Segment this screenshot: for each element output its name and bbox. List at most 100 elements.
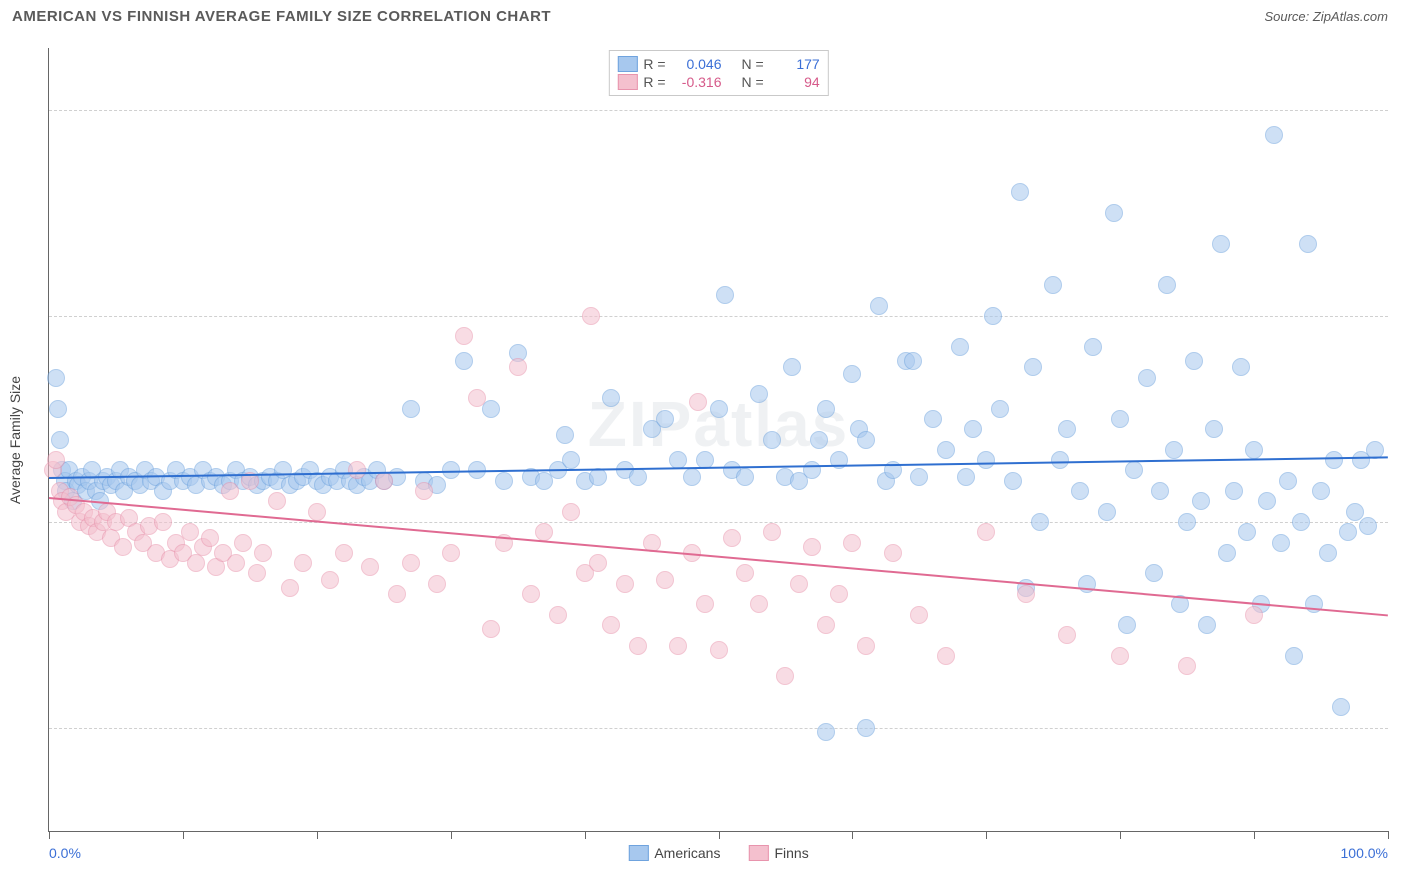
scatter-point <box>201 529 219 547</box>
scatter-point <box>723 529 741 547</box>
scatter-point <box>750 385 768 403</box>
scatter-point <box>716 286 734 304</box>
scatter-point <box>402 400 420 418</box>
bottom-legend: AmericansFinns <box>628 845 808 861</box>
scatter-point <box>582 307 600 325</box>
scatter-point <box>817 400 835 418</box>
stats-legend-box: R =0.046N =177R =-0.316N =94 <box>608 50 828 96</box>
scatter-point <box>763 431 781 449</box>
scatter-point <box>47 451 65 469</box>
scatter-point <box>1359 517 1377 535</box>
scatter-point <box>589 554 607 572</box>
x-tick <box>1388 831 1389 839</box>
scatter-point <box>937 441 955 459</box>
scatter-point <box>843 365 861 383</box>
x-tick <box>986 831 987 839</box>
scatter-point <box>562 503 580 521</box>
scatter-point <box>1265 126 1283 144</box>
scatter-point <box>710 641 728 659</box>
scatter-point <box>763 523 781 541</box>
scatter-point <box>803 461 821 479</box>
x-tick <box>49 831 50 839</box>
scatter-point <box>904 352 922 370</box>
stats-row: R =0.046N =177 <box>617 55 819 73</box>
scatter-point <box>562 451 580 469</box>
scatter-point <box>783 358 801 376</box>
y-tick-label: 5.00 <box>1394 102 1406 118</box>
scatter-point <box>1111 647 1129 665</box>
scatter-point <box>1178 657 1196 675</box>
scatter-point <box>957 468 975 486</box>
scatter-point <box>1299 235 1317 253</box>
scatter-point <box>1158 276 1176 294</box>
scatter-point <box>656 410 674 428</box>
scatter-point <box>669 637 687 655</box>
scatter-point <box>1105 204 1123 222</box>
plot-area: 2.003.004.005.00 <box>49 48 1388 831</box>
scatter-point <box>495 472 513 490</box>
scatter-point <box>656 571 674 589</box>
scatter-point <box>1212 235 1230 253</box>
scatter-point <box>736 564 754 582</box>
scatter-point <box>361 558 379 576</box>
scatter-point <box>535 523 553 541</box>
scatter-point <box>154 513 172 531</box>
scatter-point <box>181 523 199 541</box>
scatter-point <box>442 544 460 562</box>
scatter-point <box>790 575 808 593</box>
scatter-point <box>49 400 67 418</box>
scatter-point <box>1185 352 1203 370</box>
scatter-point <box>1198 616 1216 634</box>
scatter-point <box>1238 523 1256 541</box>
scatter-point <box>1346 503 1364 521</box>
scatter-point <box>629 637 647 655</box>
scatter-point <box>1178 513 1196 531</box>
scatter-point <box>810 431 828 449</box>
scatter-point <box>187 554 205 572</box>
scatter-point <box>602 389 620 407</box>
x-tick <box>852 831 853 839</box>
scatter-point <box>1071 482 1089 500</box>
scatter-point <box>857 719 875 737</box>
scatter-point <box>1017 585 1035 603</box>
source-label: Source: ZipAtlas.com <box>1264 9 1388 24</box>
scatter-point <box>1145 564 1163 582</box>
r-label: R = <box>643 56 665 72</box>
legend-swatch <box>617 74 637 90</box>
legend-swatch <box>628 845 648 861</box>
chart-area: Average Family Size ZIPatlas 2.003.004.0… <box>48 48 1388 832</box>
scatter-point <box>1004 472 1022 490</box>
n-value: 94 <box>770 74 820 90</box>
legend-label: Finns <box>774 845 808 861</box>
scatter-point <box>843 534 861 552</box>
scatter-point <box>1232 358 1250 376</box>
scatter-point <box>428 575 446 593</box>
legend-item: Finns <box>748 845 808 861</box>
x-tick <box>719 831 720 839</box>
scatter-point <box>281 579 299 597</box>
scatter-point <box>736 468 754 486</box>
scatter-point <box>1245 441 1263 459</box>
y-tick-label: 3.00 <box>1394 514 1406 530</box>
scatter-point <box>1165 441 1183 459</box>
scatter-point <box>335 544 353 562</box>
scatter-point <box>964 420 982 438</box>
scatter-point <box>556 426 574 444</box>
scatter-point <box>710 400 728 418</box>
scatter-point <box>1225 482 1243 500</box>
scatter-point <box>910 468 928 486</box>
scatter-point <box>1125 461 1143 479</box>
scatter-point <box>1325 451 1343 469</box>
x-axis-max-label: 100.0% <box>1341 845 1388 861</box>
y-tick-label: 2.00 <box>1394 720 1406 736</box>
scatter-point <box>602 616 620 634</box>
scatter-point <box>482 620 500 638</box>
scatter-point <box>455 327 473 345</box>
scatter-point <box>696 595 714 613</box>
scatter-point <box>248 564 266 582</box>
x-tick <box>317 831 318 839</box>
scatter-point <box>1245 606 1263 624</box>
scatter-point <box>268 492 286 510</box>
r-value: -0.316 <box>672 74 722 90</box>
scatter-point <box>817 616 835 634</box>
